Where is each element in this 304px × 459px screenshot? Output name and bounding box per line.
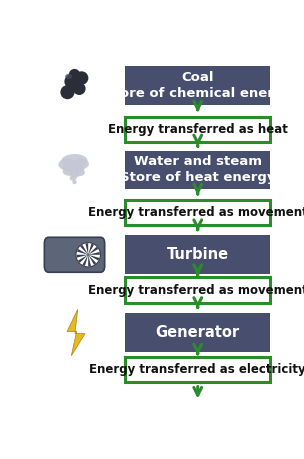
Polygon shape — [88, 255, 96, 265]
Ellipse shape — [75, 71, 88, 85]
FancyBboxPatch shape — [125, 313, 270, 352]
Text: Energy transferred as movement: Energy transferred as movement — [88, 284, 304, 297]
Text: Generator: Generator — [156, 325, 240, 340]
Ellipse shape — [61, 154, 88, 168]
Polygon shape — [67, 309, 85, 356]
Polygon shape — [88, 252, 100, 255]
FancyBboxPatch shape — [125, 200, 270, 225]
Polygon shape — [88, 255, 91, 266]
Ellipse shape — [70, 171, 79, 178]
Ellipse shape — [60, 85, 74, 99]
Polygon shape — [80, 245, 88, 255]
Polygon shape — [77, 255, 88, 257]
Polygon shape — [88, 255, 99, 261]
Ellipse shape — [63, 167, 75, 176]
FancyBboxPatch shape — [125, 357, 270, 382]
Ellipse shape — [70, 175, 76, 181]
Polygon shape — [82, 255, 88, 266]
Ellipse shape — [87, 253, 90, 256]
Text: Water and steam
Store of heat energy: Water and steam Store of heat energy — [120, 156, 275, 185]
Ellipse shape — [67, 164, 85, 173]
FancyBboxPatch shape — [44, 237, 105, 272]
Text: Energy transferred as heat: Energy transferred as heat — [108, 123, 288, 136]
Ellipse shape — [65, 74, 72, 79]
Text: Energy transferred as electricity: Energy transferred as electricity — [89, 363, 304, 376]
FancyBboxPatch shape — [125, 277, 270, 303]
FancyBboxPatch shape — [125, 235, 270, 274]
Ellipse shape — [74, 158, 89, 169]
Polygon shape — [78, 255, 88, 263]
Polygon shape — [85, 243, 88, 255]
Text: Energy transferred as movement: Energy transferred as movement — [88, 206, 304, 219]
Text: Coal
Store of chemical energy: Coal Store of chemical energy — [104, 71, 292, 100]
FancyBboxPatch shape — [125, 151, 270, 190]
FancyBboxPatch shape — [125, 66, 270, 105]
Ellipse shape — [64, 74, 80, 90]
Ellipse shape — [58, 159, 75, 170]
Polygon shape — [77, 249, 88, 255]
Ellipse shape — [62, 162, 81, 173]
Ellipse shape — [76, 243, 100, 267]
Ellipse shape — [72, 180, 77, 184]
Ellipse shape — [73, 168, 85, 176]
Polygon shape — [88, 244, 94, 255]
Text: Turbine: Turbine — [167, 247, 229, 262]
Polygon shape — [88, 247, 98, 255]
Ellipse shape — [73, 82, 86, 95]
Ellipse shape — [69, 69, 80, 80]
FancyBboxPatch shape — [125, 117, 270, 142]
